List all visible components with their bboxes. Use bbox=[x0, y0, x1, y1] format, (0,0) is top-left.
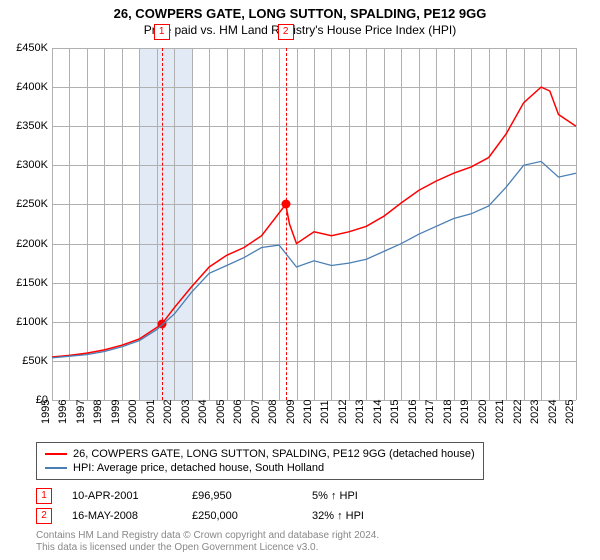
x-axis-tick: 2011 bbox=[320, 400, 332, 424]
x-axis-tick: 2021 bbox=[494, 400, 506, 424]
x-axis-tick: 2014 bbox=[372, 400, 384, 424]
x-axis-tick: 2008 bbox=[267, 400, 279, 424]
y-axis-tick: £50K bbox=[2, 355, 48, 367]
x-axis-tick: 2020 bbox=[476, 400, 488, 424]
x-axis-tick: 1999 bbox=[110, 400, 122, 424]
legend-swatch bbox=[45, 453, 67, 455]
x-axis-tick: 2010 bbox=[302, 400, 314, 424]
x-axis-tick: 2012 bbox=[337, 400, 349, 424]
series-line-hpi bbox=[52, 161, 576, 357]
x-axis-tick: 1997 bbox=[75, 400, 87, 424]
x-axis-tick: 1998 bbox=[92, 400, 104, 424]
x-axis-tick: 2006 bbox=[232, 400, 244, 424]
sales-table: 1 10-APR-2001 £96,950 5% ↑ HPI 2 16-MAY-… bbox=[36, 486, 412, 526]
x-axis-tick: 2000 bbox=[127, 400, 139, 424]
x-axis-tick: 2023 bbox=[529, 400, 541, 424]
x-axis-tick: 2025 bbox=[564, 400, 576, 424]
sale-row: 2 16-MAY-2008 £250,000 32% ↑ HPI bbox=[36, 506, 412, 526]
footer-line: This data is licensed under the Open Gov… bbox=[36, 542, 379, 554]
footer-line: Contains HM Land Registry data © Crown c… bbox=[36, 530, 379, 542]
x-axis-tick: 2019 bbox=[459, 400, 471, 424]
x-axis-tick: 2022 bbox=[511, 400, 523, 424]
x-axis-tick: 1996 bbox=[57, 400, 69, 424]
sale-date: 16-MAY-2008 bbox=[72, 510, 172, 522]
chart-subtitle: Price paid vs. HM Land Registry's House … bbox=[0, 21, 600, 37]
legend-item: HPI: Average price, detached house, Sout… bbox=[45, 461, 475, 475]
sale-marker-box: 2 bbox=[278, 24, 294, 40]
x-axis-tick: 2009 bbox=[284, 400, 296, 424]
x-axis-tick: 2003 bbox=[179, 400, 191, 424]
x-axis-tick: 2002 bbox=[162, 400, 174, 424]
x-axis-tick: 2001 bbox=[145, 400, 157, 424]
x-axis-tick: 2018 bbox=[441, 400, 453, 424]
x-axis-tick: 2016 bbox=[407, 400, 419, 424]
sale-marker-box: 1 bbox=[154, 24, 170, 40]
sale-date: 10-APR-2001 bbox=[72, 490, 172, 502]
y-axis-tick: £150K bbox=[2, 277, 48, 289]
y-axis-tick: £300K bbox=[2, 159, 48, 171]
y-axis-tick: £250K bbox=[2, 198, 48, 210]
chart-plot-area: £0£50K£100K£150K£200K£250K£300K£350K£400… bbox=[52, 48, 576, 400]
x-axis-tick: 2024 bbox=[546, 400, 558, 424]
x-axis-tick: 2017 bbox=[424, 400, 436, 424]
sale-row: 1 10-APR-2001 £96,950 5% ↑ HPI bbox=[36, 486, 412, 506]
legend-swatch bbox=[45, 467, 67, 469]
legend-label: 26, COWPERS GATE, LONG SUTTON, SPALDING,… bbox=[73, 448, 475, 460]
legend-label: HPI: Average price, detached house, Sout… bbox=[73, 462, 324, 474]
x-axis-tick: 1995 bbox=[40, 400, 52, 424]
x-axis-tick: 2004 bbox=[197, 400, 209, 424]
x-axis-tick: 2005 bbox=[214, 400, 226, 424]
y-axis-tick: £100K bbox=[2, 316, 48, 328]
y-axis-tick: £450K bbox=[2, 42, 48, 54]
series-line-property bbox=[52, 87, 576, 357]
y-axis-tick: £350K bbox=[2, 120, 48, 132]
chart-title: 26, COWPERS GATE, LONG SUTTON, SPALDING,… bbox=[0, 0, 600, 21]
sale-diff: 32% ↑ HPI bbox=[312, 510, 412, 522]
sale-price: £250,000 bbox=[192, 510, 292, 522]
x-axis-tick: 2015 bbox=[389, 400, 401, 424]
chart-footer: Contains HM Land Registry data © Crown c… bbox=[36, 530, 379, 554]
x-axis-tick: 2007 bbox=[249, 400, 261, 424]
x-axis-tick: 2013 bbox=[354, 400, 366, 424]
sale-marker-icon: 1 bbox=[36, 488, 52, 504]
sale-price: £96,950 bbox=[192, 490, 292, 502]
legend-item: 26, COWPERS GATE, LONG SUTTON, SPALDING,… bbox=[45, 447, 475, 461]
y-axis-tick: £400K bbox=[2, 81, 48, 93]
chart-legend: 26, COWPERS GATE, LONG SUTTON, SPALDING,… bbox=[36, 442, 484, 480]
sale-diff: 5% ↑ HPI bbox=[312, 490, 412, 502]
y-axis-tick: £200K bbox=[2, 238, 48, 250]
sale-marker-icon: 2 bbox=[36, 508, 52, 524]
